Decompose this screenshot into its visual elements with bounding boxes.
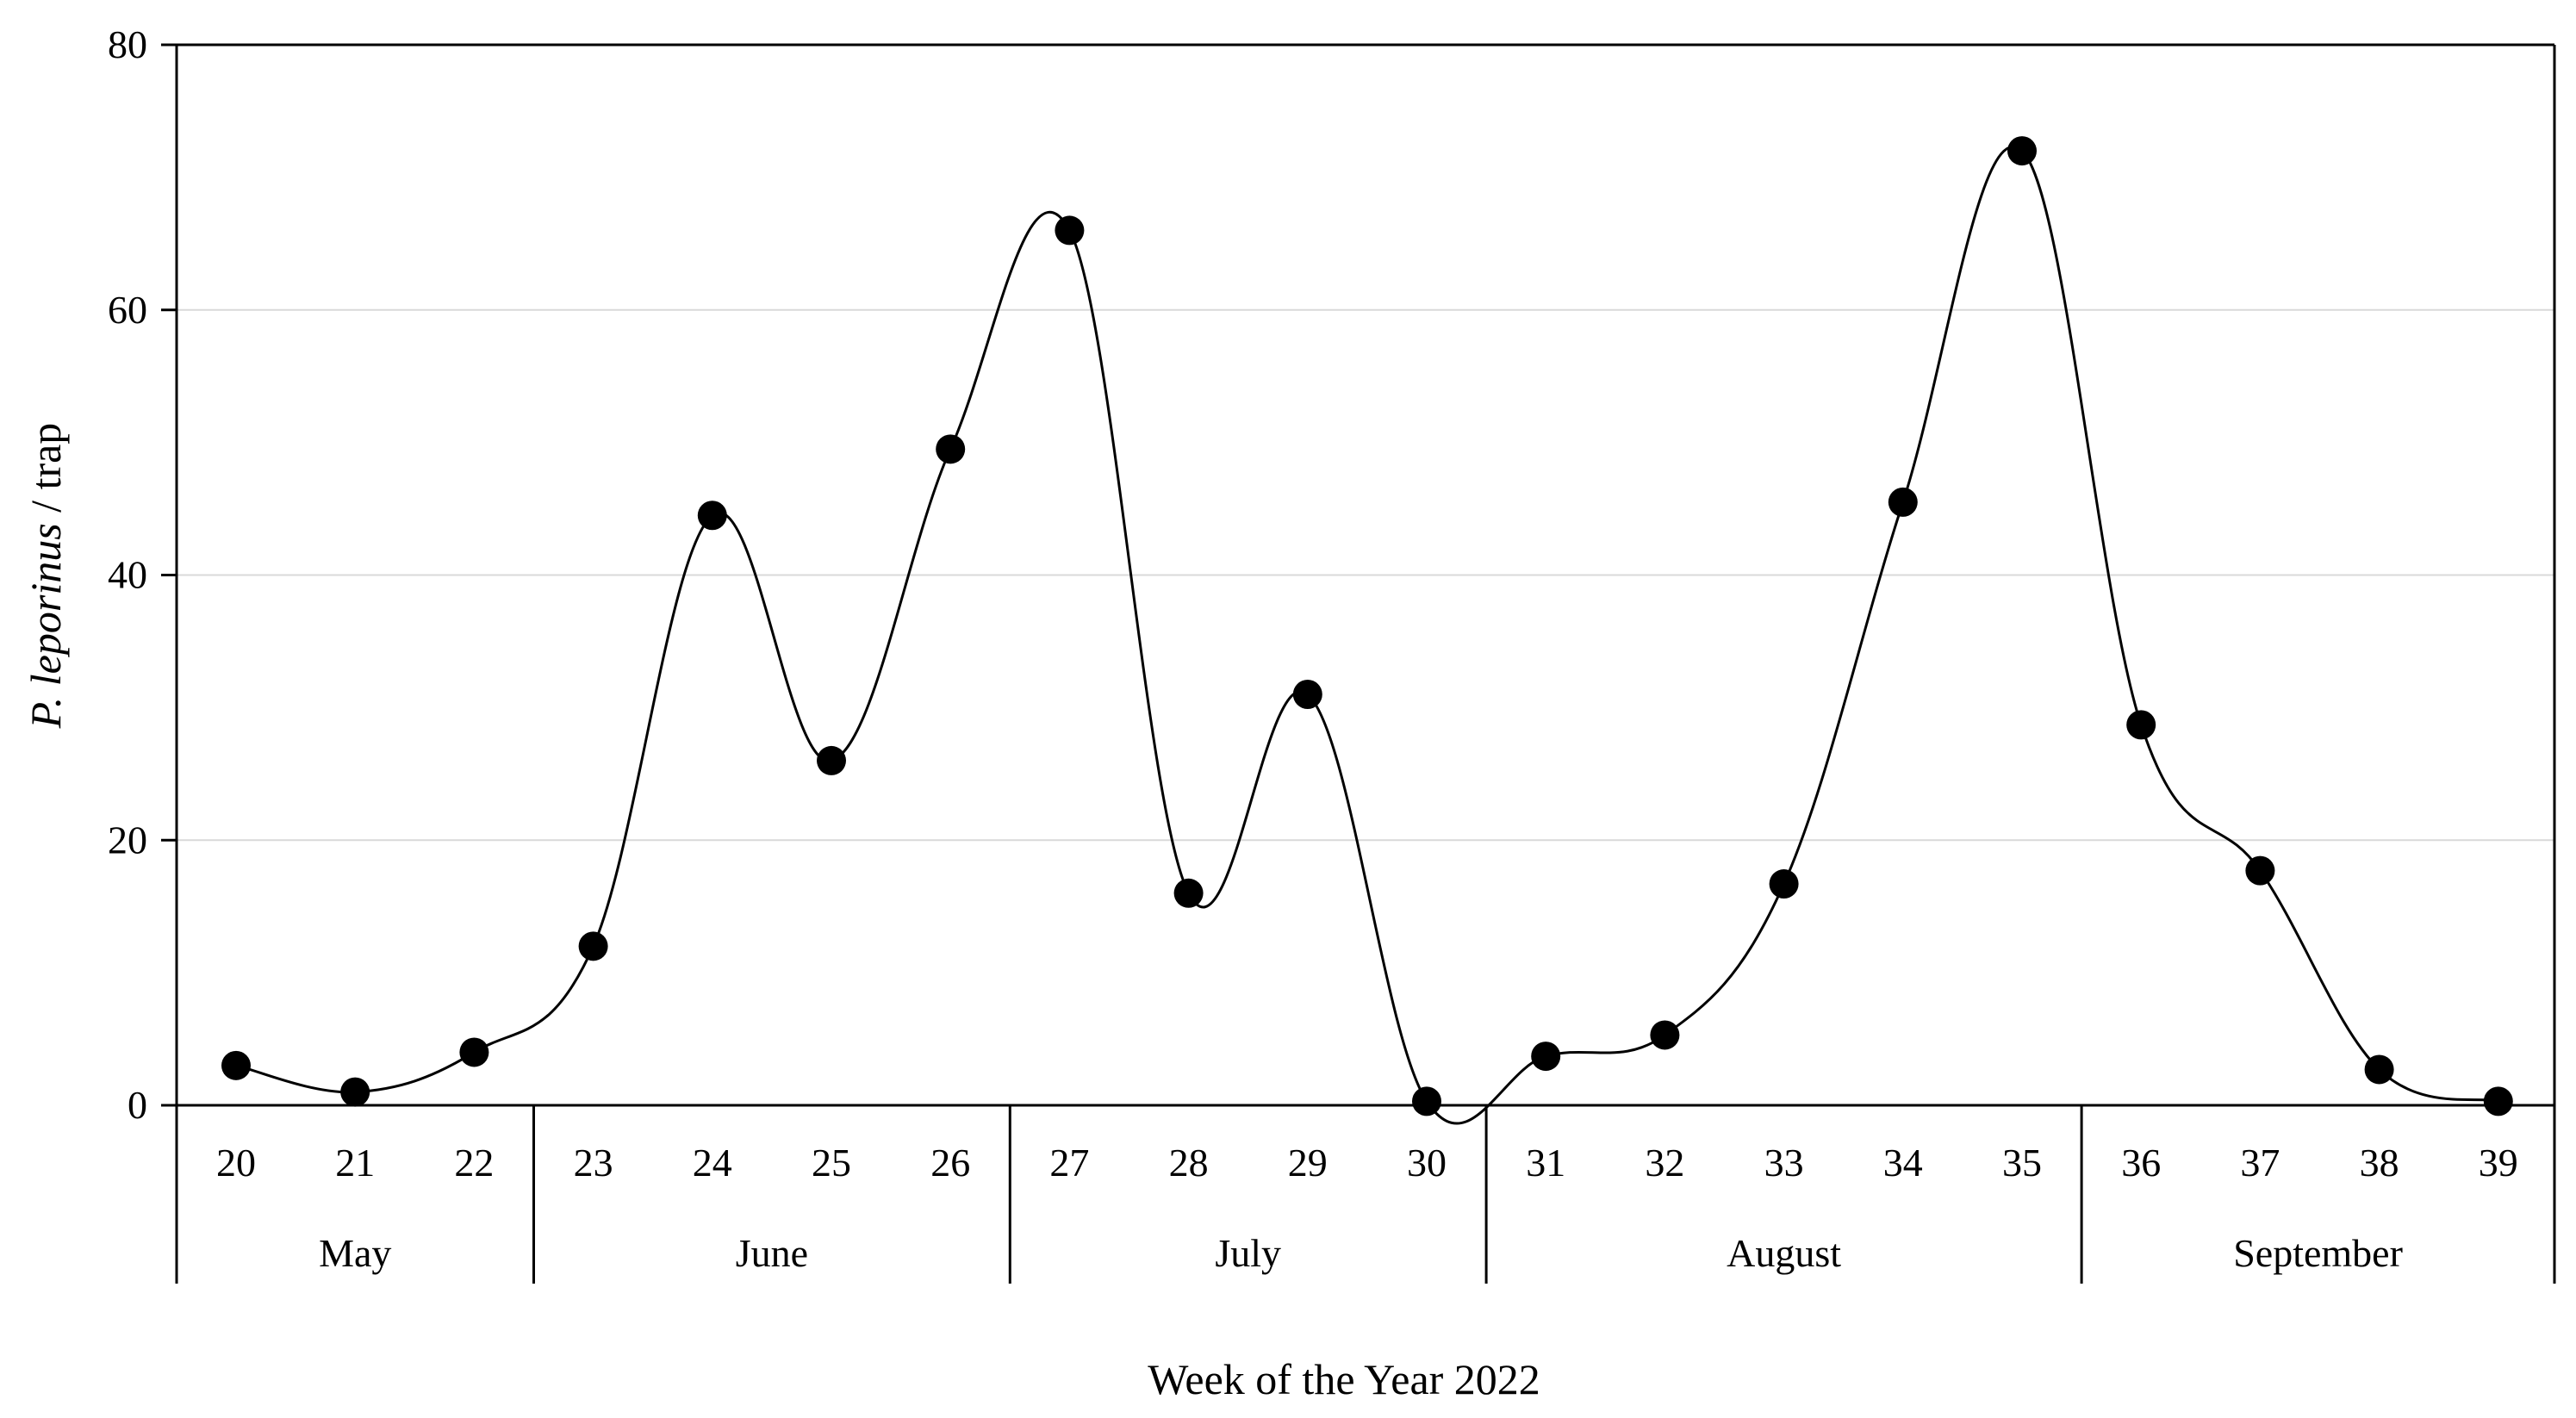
data-point-week-21 xyxy=(340,1077,370,1107)
data-point-week-39 xyxy=(2483,1086,2513,1116)
month-label-august: August xyxy=(1727,1231,1841,1275)
x-tick-label-21: 21 xyxy=(335,1141,375,1185)
data-point-week-28 xyxy=(1173,878,1204,908)
month-groups: May June July August September xyxy=(319,1105,2403,1284)
data-point-week-22 xyxy=(459,1037,489,1067)
x-tick-label-23: 23 xyxy=(574,1141,613,1185)
x-tick-label-25: 25 xyxy=(812,1141,851,1185)
x-tick-label-31: 31 xyxy=(1526,1141,1565,1185)
x-tick-label-30: 30 xyxy=(1407,1141,1447,1185)
axes xyxy=(175,43,2556,1284)
x-tick-label-39: 39 xyxy=(2479,1141,2518,1185)
series-line xyxy=(235,145,2499,1125)
y-tick-label-80: 80 xyxy=(108,22,147,66)
data-point-week-29 xyxy=(1292,679,1322,709)
x-tick-label-26: 26 xyxy=(930,1141,970,1185)
data-point-week-27 xyxy=(1055,215,1085,246)
month-label-september: September xyxy=(2233,1231,2403,1275)
y-tick-label-40: 40 xyxy=(108,553,147,597)
y-axis-label-unit: / trap xyxy=(22,423,70,524)
x-axis-ticks: 20 21 22 23 24 25 26 27 28 29 30 31 32 33 34 35 36 37 38 39 xyxy=(216,1141,2518,1185)
month-label-july: July xyxy=(1215,1231,1281,1275)
x-tick-label-33: 33 xyxy=(1764,1141,1804,1185)
data-point-week-26 xyxy=(936,434,966,464)
y-axis-label-species: P. leporinus xyxy=(22,523,70,729)
x-tick-label-37: 37 xyxy=(2240,1141,2280,1185)
data-point-week-20 xyxy=(221,1050,251,1080)
data-point-week-31 xyxy=(1531,1042,1561,1072)
x-tick-label-28: 28 xyxy=(1169,1141,1209,1185)
x-tick-label-27: 27 xyxy=(1049,1141,1089,1185)
x-tick-label-29: 29 xyxy=(1288,1141,1328,1185)
y-tick-label-60: 60 xyxy=(108,288,147,332)
data-point-week-24 xyxy=(697,501,727,531)
y-tick-label-0: 0 xyxy=(128,1083,147,1127)
data-point-week-32 xyxy=(1650,1020,1680,1050)
data-point-week-34 xyxy=(1888,487,1918,517)
data-point-week-23 xyxy=(578,931,608,961)
y-axis-label: P. leporinus / trap xyxy=(22,423,70,730)
x-tick-label-22: 22 xyxy=(454,1141,494,1185)
x-tick-label-32: 32 xyxy=(1645,1141,1684,1185)
x-axis-label: Week of the Year 2022 xyxy=(1148,1355,1540,1403)
x-tick-label-34: 34 xyxy=(1883,1141,1923,1185)
grid-lines xyxy=(177,44,2554,842)
x-tick-label-35: 35 xyxy=(2002,1141,2042,1185)
data-point-week-35 xyxy=(2007,136,2037,166)
data-point-week-33 xyxy=(1769,869,1799,899)
data-point-week-37 xyxy=(2245,855,2275,886)
y-tick-label-20: 20 xyxy=(108,818,147,861)
data-point-week-30 xyxy=(1412,1086,1441,1116)
month-label-june: June xyxy=(736,1231,808,1275)
data-point-week-36 xyxy=(2126,710,2156,740)
x-tick-label-24: 24 xyxy=(693,1141,732,1185)
y-axis-ticks: 0 20 40 60 80 xyxy=(108,22,177,1127)
data-point-week-38 xyxy=(2364,1054,2394,1085)
x-tick-label-38: 38 xyxy=(2360,1141,2399,1185)
x-tick-label-20: 20 xyxy=(216,1141,256,1185)
data-point-week-25 xyxy=(817,745,846,775)
data-points xyxy=(221,136,2513,1116)
x-tick-label-36: 36 xyxy=(2121,1141,2161,1185)
month-label-may: May xyxy=(319,1231,391,1275)
